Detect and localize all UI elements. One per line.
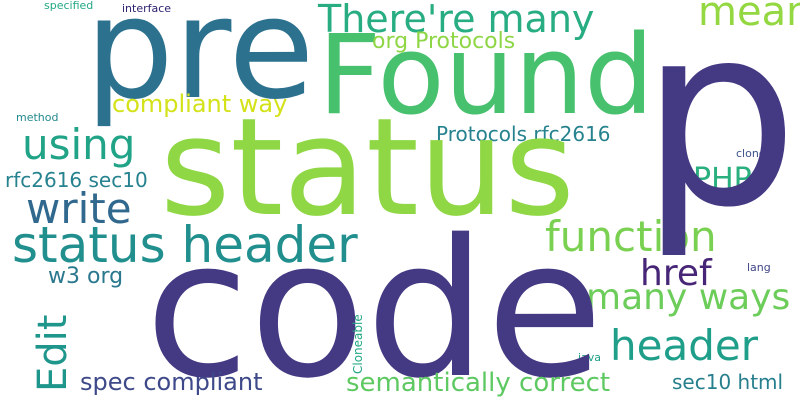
word-lang: lang — [747, 261, 771, 274]
word-interface: interface — [122, 2, 172, 15]
word-mean: mean — [698, 0, 800, 35]
word-specified: specified — [44, 0, 94, 12]
word-found: Found — [318, 11, 654, 139]
word-spec-compliant: spec compliant — [80, 368, 263, 396]
word-org-protocols: org Protocols — [372, 29, 516, 54]
word-compliant-way: compliant way — [112, 90, 288, 118]
word-using: using — [22, 120, 136, 169]
word-href: href — [640, 253, 712, 294]
word-pre: pre — [85, 0, 315, 131]
word-status: status — [160, 89, 575, 246]
word-php: PHP — [693, 162, 752, 197]
word-status-header: status header — [12, 216, 358, 274]
word-method: method — [16, 111, 59, 124]
word-header: header — [610, 321, 758, 370]
word-theres-many: There're many — [318, 0, 595, 41]
word-code: code — [145, 199, 604, 400]
word-function: function — [545, 212, 717, 261]
word-edit: Edit — [30, 314, 76, 392]
word-semantically-correct: semantically correct — [346, 368, 611, 398]
word-sec10-html: sec10 html — [672, 370, 784, 394]
word-java: java — [578, 351, 602, 364]
word-protocols-rfc2616: Protocols rfc2616 — [436, 122, 611, 146]
word-w3-org: w3 org — [48, 264, 124, 289]
word-rfc2616-sec10: rfc2616 sec10 — [5, 168, 148, 192]
word-cloneable: Cloneable — [351, 314, 365, 374]
word-clone: clone — [736, 147, 766, 160]
word-p: p — [640, 0, 799, 262]
word-write: write — [26, 184, 132, 233]
word-many-ways: many ways — [586, 277, 791, 318]
